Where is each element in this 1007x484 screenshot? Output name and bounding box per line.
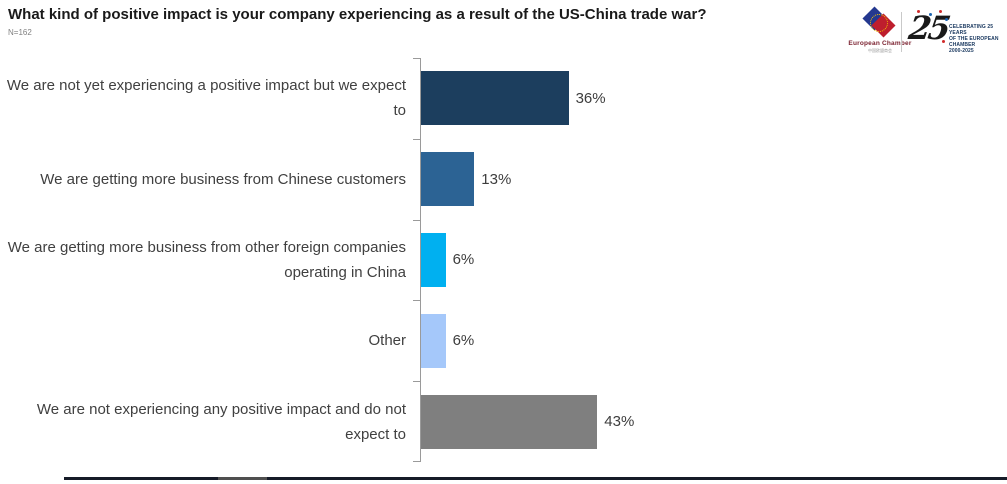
bar-area: 13% bbox=[420, 152, 1007, 207]
value-label: 43% bbox=[604, 413, 635, 431]
confetti-dot-icon bbox=[917, 10, 920, 13]
footer-divider-segment bbox=[218, 477, 267, 480]
value-label: 36% bbox=[575, 89, 606, 107]
bar-chart: We are not yet experiencing a positive i… bbox=[0, 58, 1007, 462]
category-label: We are getting more business from other … bbox=[7, 238, 406, 281]
chamber-logo-sublabel: 中国欧盟商会 bbox=[868, 48, 892, 53]
bar bbox=[421, 394, 598, 449]
value-label: 13% bbox=[481, 170, 512, 188]
bar bbox=[421, 313, 446, 368]
axis-tick bbox=[413, 220, 421, 221]
bar bbox=[421, 152, 475, 207]
category-label: We are not experiencing any positive imp… bbox=[36, 400, 406, 443]
category-label: We are getting more business from Chines… bbox=[40, 170, 406, 188]
axis-tick bbox=[413, 58, 421, 59]
confetti-dot-icon bbox=[942, 40, 945, 43]
bar-area: 43% bbox=[420, 394, 1007, 449]
bar-area: 6% bbox=[420, 232, 1007, 287]
sample-size-label: N=162 bbox=[8, 28, 32, 37]
anniversary-25-logo: 25 CELEBRATING 25 YEARS OF THE EUROPEAN … bbox=[906, 9, 1007, 60]
chart-row: We are not yet experiencing a positive i… bbox=[0, 58, 1007, 139]
european-chamber-logo: European Chamber 中国欧盟商会 bbox=[847, 6, 913, 60]
axis-tick bbox=[413, 139, 421, 140]
eu-stars-icon bbox=[870, 14, 888, 32]
footer-divider bbox=[64, 477, 1007, 480]
chart-rows: We are not yet experiencing a positive i… bbox=[0, 58, 1007, 462]
chart-header: What kind of positive impact is your com… bbox=[8, 5, 788, 37]
logo-divider bbox=[901, 12, 902, 52]
chart-row: Other 6% bbox=[0, 300, 1007, 381]
category-label: We are not yet experiencing a positive i… bbox=[6, 77, 406, 120]
confetti-dot-icon bbox=[945, 18, 948, 21]
anniversary-line-1: CELEBRATING 25 YEARS bbox=[949, 24, 994, 36]
page-title: What kind of positive impact is your com… bbox=[8, 6, 707, 23]
logo-group: European Chamber 中国欧盟商会 25 CELEBRATING 2… bbox=[833, 6, 1007, 60]
anniversary-text: CELEBRATING 25 YEARS OF THE EUROPEAN CHA… bbox=[949, 24, 1007, 54]
bar-area: 36% bbox=[420, 71, 1007, 126]
value-label: 6% bbox=[452, 332, 475, 350]
bar bbox=[421, 71, 569, 126]
anniversary-line-3: 2000-2025 bbox=[949, 48, 974, 54]
chart-row: We are getting more business from other … bbox=[0, 220, 1007, 301]
chart-row: We are getting more business from Chines… bbox=[0, 139, 1007, 220]
bar bbox=[421, 232, 446, 287]
confetti-dot-icon bbox=[939, 10, 942, 13]
anniversary-line-2: OF THE EUROPEAN CHAMBER bbox=[949, 36, 999, 48]
axis-tick bbox=[413, 300, 421, 301]
chamber-logo-label: European Chamber bbox=[848, 40, 912, 47]
value-label: 6% bbox=[452, 251, 475, 269]
chamber-emblem-icon bbox=[847, 6, 913, 38]
confetti-dot-icon bbox=[929, 13, 932, 16]
axis-tick bbox=[413, 461, 421, 462]
axis-tick bbox=[413, 381, 421, 382]
category-axis-line bbox=[420, 58, 421, 462]
bar-area: 6% bbox=[420, 313, 1007, 368]
chart-row: We are not experiencing any positive imp… bbox=[0, 381, 1007, 462]
category-label: Other bbox=[368, 332, 406, 350]
